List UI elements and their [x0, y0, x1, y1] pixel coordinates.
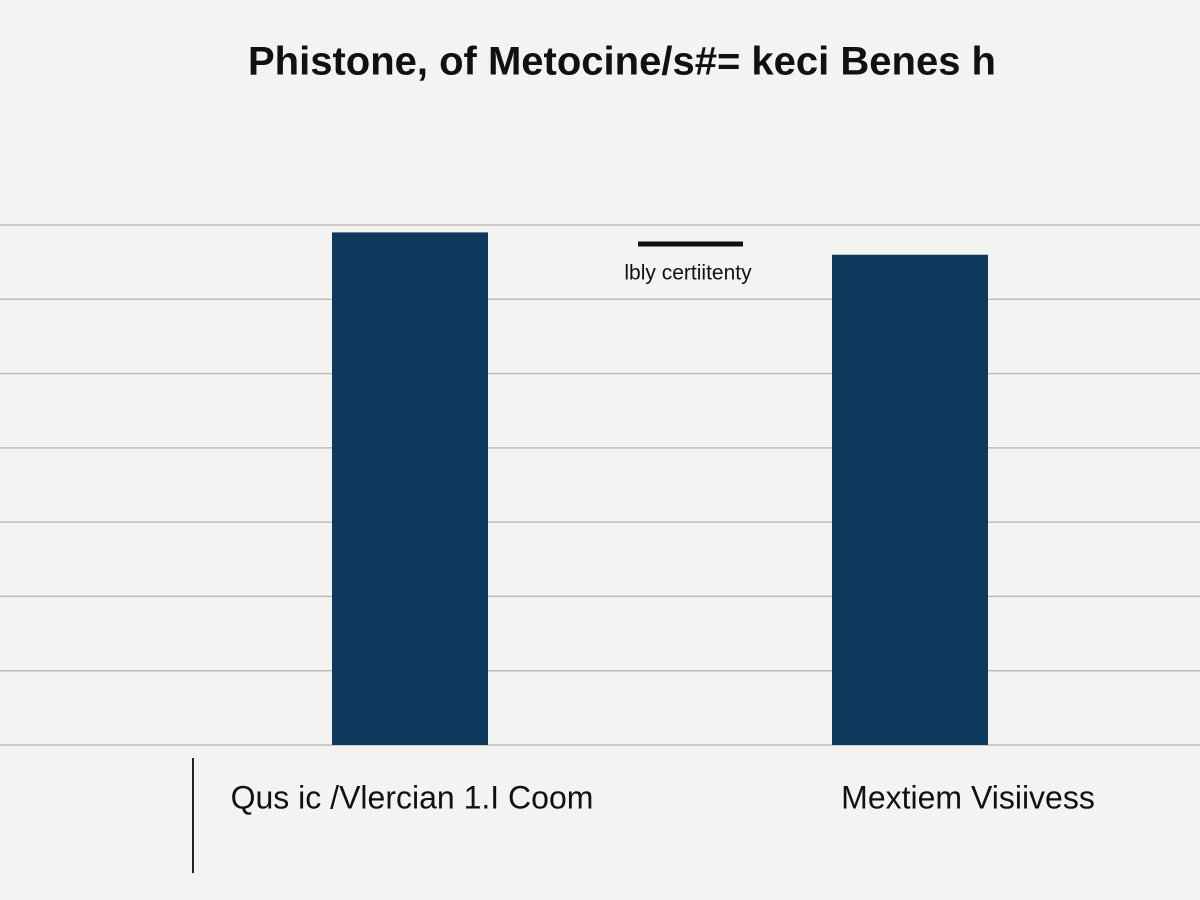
annotation: lbly certiitenty — [624, 262, 752, 285]
chart-title: Phistone, of Metocine/s#= keci Benes h — [248, 40, 996, 84]
bar — [832, 254, 988, 745]
bar — [332, 232, 488, 745]
x-tick-label: Mextiem Visiivess — [841, 779, 1095, 815]
x-tick-label: Qus ic /Vlercian 1.I Coom — [231, 779, 594, 815]
